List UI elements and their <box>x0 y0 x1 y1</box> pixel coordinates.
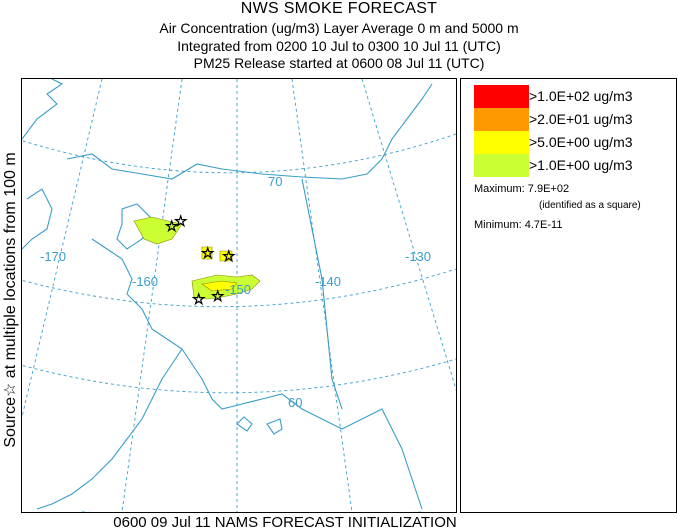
forecast-map: ☆ ☆ ☆ ☆ ☆ ☆ -170 -160 -150 -140 -130 70 … <box>21 78 457 513</box>
legend-label: >1.0E+02 ug/m3 <box>529 88 633 104</box>
source-star: ☆ <box>201 244 214 262</box>
graticule <box>22 79 456 512</box>
meridian-130 <box>361 79 456 391</box>
parallel-65 <box>22 268 456 308</box>
parallel-70 <box>22 133 456 174</box>
legend-maximum-note: (identified as a square) <box>539 200 641 211</box>
subtitle-integration: Integrated from 0200 10 Jul to 0300 10 J… <box>177 38 501 54</box>
legend-minimum: Minimum: 4.7E-11 <box>474 219 563 231</box>
meridian-160 <box>121 79 183 512</box>
grid-labels: -170 -160 -150 -140 -130 70 60 <box>40 174 431 410</box>
grid-label-lon: -130 <box>405 249 431 264</box>
legend-swatch-100 <box>474 85 529 108</box>
subtitle-release: PM25 Release started at 0600 08 Jul 11 (… <box>193 55 485 71</box>
grid-label-lat: 70 <box>268 174 282 189</box>
legend-swatch-5 <box>474 131 529 154</box>
legend-label: >1.0E+00 ug/m3 <box>529 157 633 173</box>
source-stars: ☆ ☆ ☆ ☆ ☆ ☆ <box>165 212 236 309</box>
legend-label: >5.0E+00 ug/m3 <box>529 134 633 150</box>
legend-swatch-20 <box>474 108 529 131</box>
source-star: ☆ <box>222 247 235 265</box>
source-star: ☆ <box>165 217 178 235</box>
forecast-initialization: 0600 09 Jul 11 NAMS FORECAST INITIALIZAT… <box>113 514 457 531</box>
grid-label-lon: -160 <box>132 274 158 289</box>
meridian-140 <box>291 79 353 512</box>
grid-label-lat: 60 <box>288 395 302 410</box>
legend-swatch-1 <box>474 154 529 177</box>
smoke-plumes <box>133 216 261 300</box>
map-title: NWS SMOKE FORECAST <box>240 0 438 17</box>
grid-label-lon: -140 <box>315 274 341 289</box>
source-star: ☆ <box>174 212 187 230</box>
legend-label: >2.0E+01 ug/m3 <box>529 111 633 127</box>
source-star: ☆ <box>211 287 224 305</box>
grid-label-lon: -150 <box>225 282 251 297</box>
subtitle-concentration: Air Concentration (ug/m3) Layer Average … <box>159 20 519 36</box>
parallel-60 <box>22 358 456 394</box>
legend: >1.0E+02 ug/m3 >2.0E+01 ug/m3 >5.0E+00 u… <box>460 78 677 513</box>
legend-maximum: Maximum: 7.9E+02 <box>474 183 570 195</box>
grid-label-lon: -170 <box>40 249 66 264</box>
source-star: ☆ <box>192 290 205 308</box>
coastline <box>22 79 433 510</box>
source-side-label: Source☆ at multiple locations from 100 m <box>2 152 19 448</box>
map-canvas: ☆ ☆ ☆ ☆ ☆ ☆ -170 -160 -150 -140 -130 70 … <box>22 79 456 512</box>
meridian-170 <box>22 79 103 419</box>
